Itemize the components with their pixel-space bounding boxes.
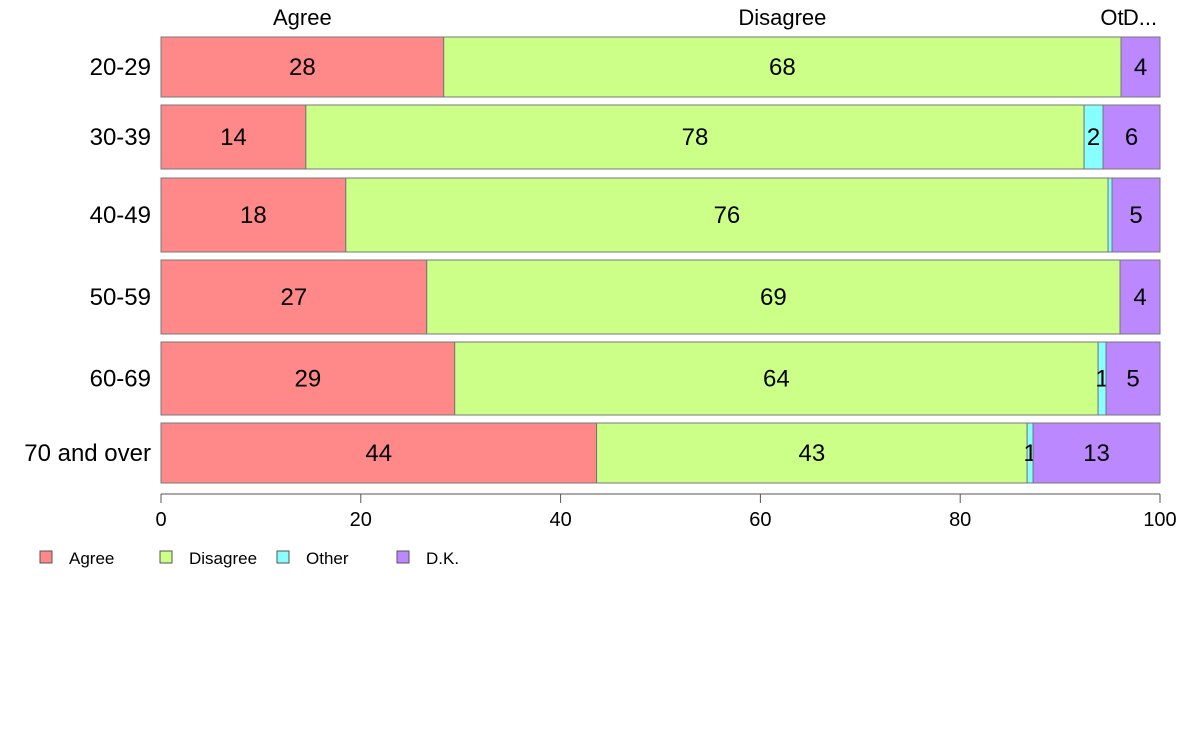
bar-row: 29 64 1 5 xyxy=(160,341,1161,416)
bar-value-label: 29 xyxy=(295,366,322,393)
bar-segment-disagree xyxy=(345,177,1109,253)
legend-item: Other xyxy=(276,549,349,568)
bar-row: 14 78 2 6 xyxy=(160,104,1161,170)
bar-row: 28 68 4 xyxy=(160,36,1161,98)
legend-swatch xyxy=(39,550,53,564)
bar-segment-agree xyxy=(160,104,307,170)
bar-value-label: 4 xyxy=(1133,284,1146,311)
bar-row: 27 69 4 xyxy=(160,259,1161,335)
bar-value-label: 78 xyxy=(682,124,709,151)
bar-value-label: 4 xyxy=(1134,54,1147,81)
legend-swatch xyxy=(276,550,290,564)
legend-swatch xyxy=(159,550,173,564)
x-tick-label: 60 xyxy=(749,509,771,531)
x-tick-label: 40 xyxy=(549,509,571,531)
legend-label: Other xyxy=(306,549,349,568)
top-series-label: Ot xyxy=(1100,5,1123,30)
legend: Agree Disagree Other D.K. xyxy=(39,549,459,568)
x-tick-label: 80 xyxy=(949,509,971,531)
category-label: 60-69 xyxy=(90,366,151,393)
bar-value-label: 44 xyxy=(365,440,392,467)
bar-segment-dk xyxy=(1032,422,1161,484)
x-tick-label: 100 xyxy=(1143,509,1176,531)
top-series-label: Disagree xyxy=(738,5,826,30)
bar-value-label: 18 xyxy=(240,202,267,229)
legend-item: D.K. xyxy=(396,549,459,568)
bar-segment-disagree xyxy=(426,259,1121,335)
legend-swatch xyxy=(396,550,410,564)
category-label: 20-29 xyxy=(90,54,151,81)
bar-value-label: 68 xyxy=(769,54,796,81)
top-series-label: D... xyxy=(1123,5,1157,30)
bar-segment-other xyxy=(1107,177,1113,253)
x-axis: 0 20 40 60 80 100 xyxy=(155,493,1177,531)
bar-value-label: 69 xyxy=(760,284,787,311)
category-label: 70 and over xyxy=(24,440,151,467)
bar-segment-agree xyxy=(160,259,428,335)
bar-segment-dk xyxy=(1111,177,1161,253)
bar-value-label: 76 xyxy=(714,202,741,229)
x-tick-label: 0 xyxy=(155,509,166,531)
bar-segment-agree xyxy=(160,36,445,98)
bar-segment-dk xyxy=(1102,104,1161,170)
legend-label: Disagree xyxy=(189,549,257,568)
bar-value-label: 2 xyxy=(1087,124,1100,151)
bar-value-label: 43 xyxy=(798,440,825,467)
legend-item: Disagree xyxy=(159,549,257,568)
bar-segment-agree xyxy=(160,177,347,253)
bar-segment-disagree xyxy=(443,36,1122,98)
legend-item: Agree xyxy=(39,549,114,568)
x-tick-label: 20 xyxy=(350,509,372,531)
bar-value-label: 5 xyxy=(1126,366,1139,393)
bars: 28 68 414 78 2 618 76 527 69 429 64 1 544 43 1 13 xyxy=(160,36,1161,484)
bar-segment-disagree xyxy=(454,341,1099,416)
bar-value-label: 6 xyxy=(1125,124,1138,151)
bar-segment-dk xyxy=(1120,36,1161,98)
category-label: 50-59 xyxy=(90,284,151,311)
bar-segment-agree xyxy=(160,422,598,484)
category-label: 40-49 xyxy=(90,202,151,229)
bar-segment-agree xyxy=(160,341,456,416)
bar-row: 18 76 5 xyxy=(160,177,1161,253)
legend-label: D.K. xyxy=(426,549,459,568)
category-label: 30-39 xyxy=(90,124,151,151)
bar-segment-dk xyxy=(1105,341,1161,416)
category-labels: 20-29 30-39 40-49 50-59 60-69 70 and over xyxy=(24,54,151,467)
bar-value-label: 5 xyxy=(1129,202,1142,229)
top-labels: Agree Disagree Ot D... xyxy=(273,5,1157,30)
bar-row: 44 43 1 13 xyxy=(160,422,1161,484)
bar-value-label: 28 xyxy=(289,54,316,81)
legend-label: Agree xyxy=(69,549,114,568)
bar-segment-dk xyxy=(1119,259,1161,335)
bar-segment-disagree xyxy=(596,422,1028,484)
bar-value-label: 1 xyxy=(1095,366,1108,393)
bar-segment-disagree xyxy=(305,104,1085,170)
bar-value-label: 64 xyxy=(763,366,790,393)
bar-value-label: 27 xyxy=(281,284,308,311)
bar-value-label: 13 xyxy=(1083,440,1110,467)
top-series-label: Agree xyxy=(273,5,332,30)
bar-value-label: 14 xyxy=(220,124,247,151)
